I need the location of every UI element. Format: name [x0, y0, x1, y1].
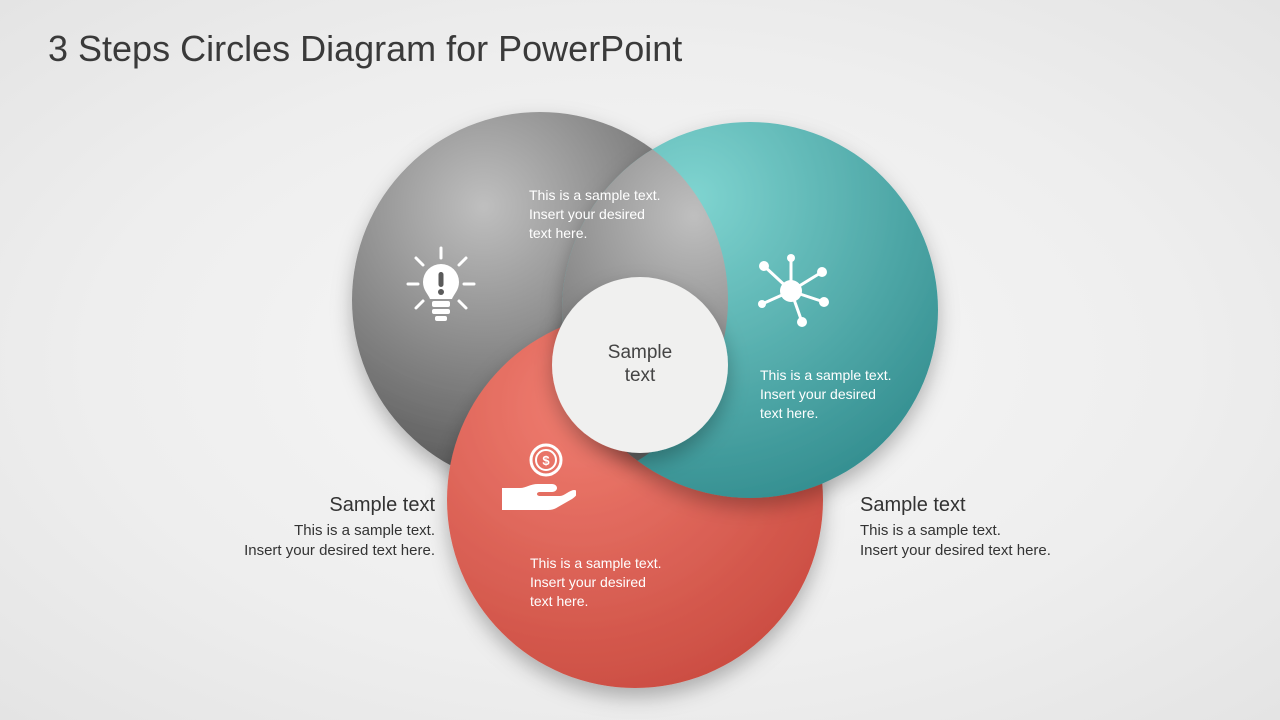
- diagram-stage: $ This is a sample text. Insert your des…: [0, 0, 1280, 720]
- teal-body-l2: Insert your desired: [760, 386, 876, 402]
- outside-right-b2: Insert your desired text here.: [860, 542, 1051, 559]
- outside-left-heading: Sample text: [175, 494, 435, 517]
- lightbulb-icon: [404, 246, 478, 330]
- center-l2: text: [625, 365, 656, 386]
- network-icon: [750, 250, 832, 332]
- outside-left: Sample text This is a sample text. Inser…: [175, 494, 435, 562]
- center-l1: Sample: [608, 342, 672, 363]
- outside-right-body: This is a sample text. Insert your desir…: [860, 521, 1120, 562]
- red-body-l3: text here.: [530, 593, 588, 609]
- red-body-l2: Insert your desired: [530, 574, 646, 590]
- outside-right-b1: This is a sample text.: [860, 522, 1001, 539]
- teal-body-l1: This is a sample text.: [760, 367, 892, 383]
- hand-dollar-icon: $: [498, 440, 576, 518]
- teal-body-l3: text here.: [760, 405, 818, 421]
- outside-left-body: This is a sample text. Insert your desir…: [175, 521, 435, 562]
- gray-body-l2: Insert your desired: [529, 206, 645, 222]
- gray-body-l1: This is a sample text.: [529, 187, 661, 203]
- teal-circle-body: This is a sample text. Insert your desir…: [760, 366, 930, 423]
- center-hub-text: Sample text: [580, 342, 700, 388]
- outside-left-b1: This is a sample text.: [294, 522, 435, 539]
- red-body-l1: This is a sample text.: [530, 555, 662, 571]
- gray-body-l3: text here.: [529, 225, 587, 241]
- gray-circle-body: This is a sample text. Insert your desir…: [529, 186, 699, 243]
- outside-left-b2: Insert your desired text here.: [244, 542, 435, 559]
- outside-right: Sample text This is a sample text. Inser…: [860, 494, 1120, 562]
- outside-right-heading: Sample text: [860, 494, 1120, 517]
- red-circle-body: This is a sample text. Insert your desir…: [530, 554, 700, 611]
- svg-text:$: $: [542, 453, 550, 468]
